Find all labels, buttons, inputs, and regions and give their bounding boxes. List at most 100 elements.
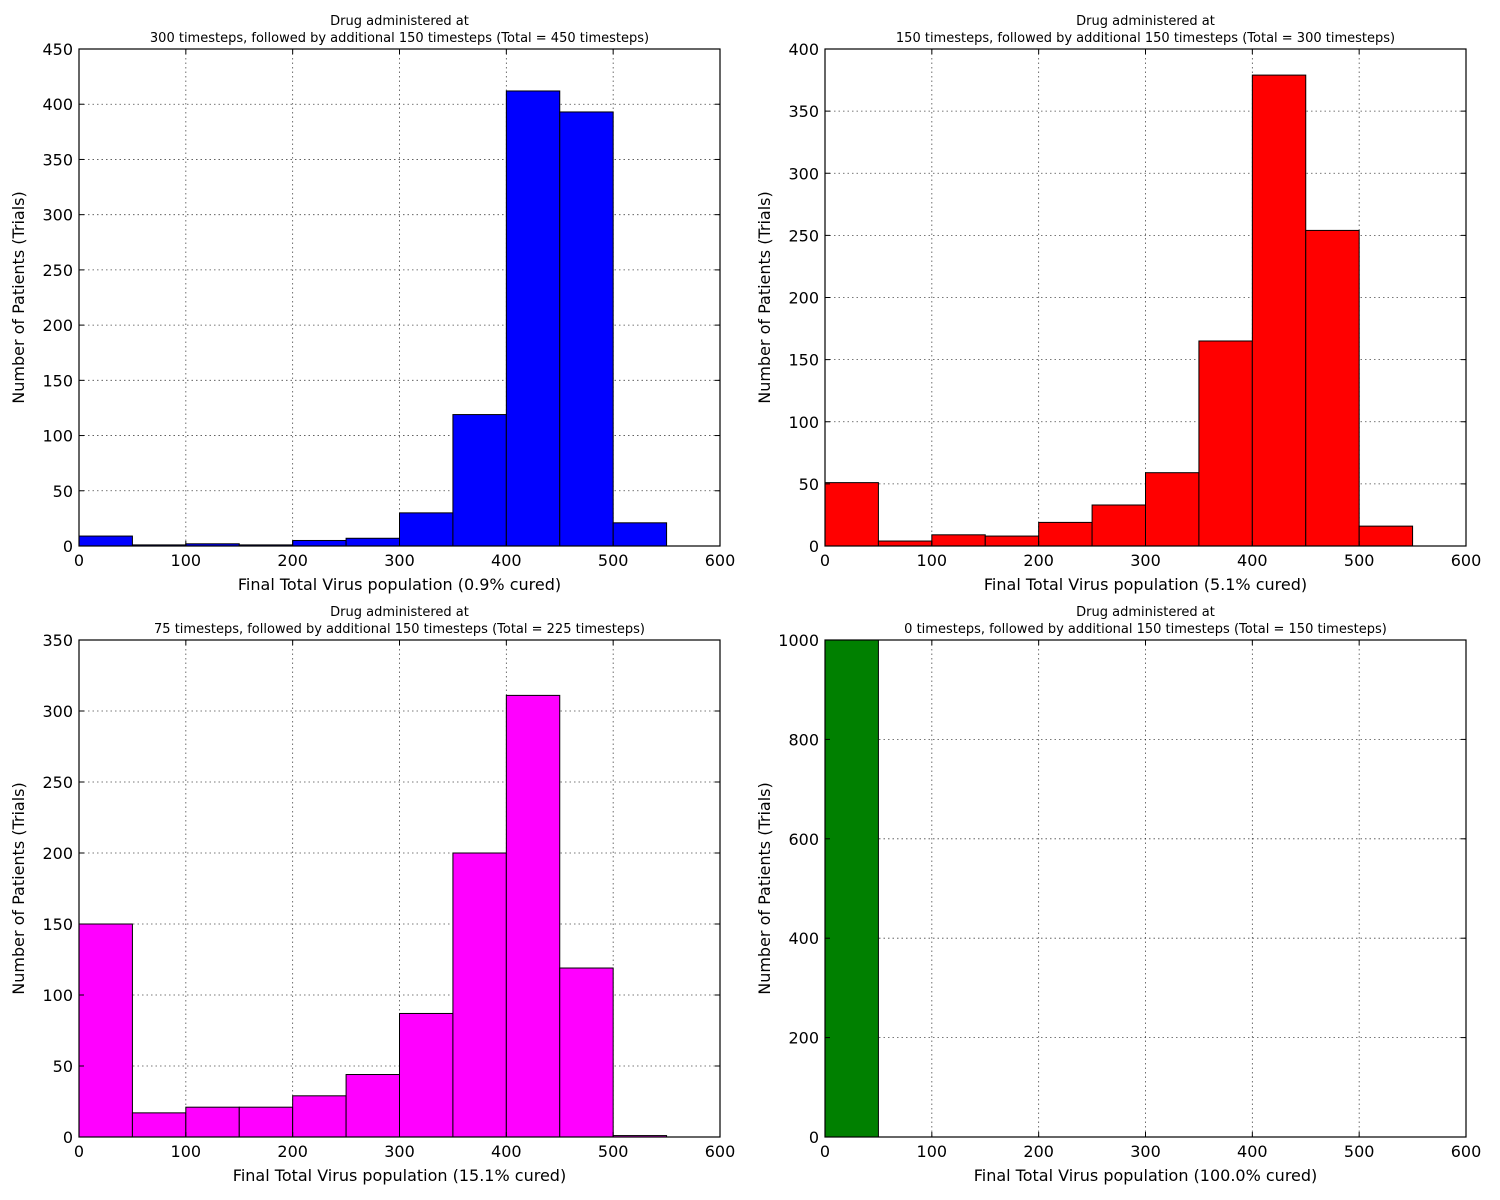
histogram-bar xyxy=(824,482,879,547)
x-tick-label: 0 xyxy=(74,551,84,570)
y-tick-label: 200 xyxy=(42,844,73,863)
x-tick-label: 100 xyxy=(917,551,948,570)
histogram-bar xyxy=(612,522,668,547)
histogram-bar xyxy=(559,111,614,547)
chart-title-line1: Drug administered at xyxy=(330,14,469,29)
x-tick-label: 100 xyxy=(171,1142,202,1161)
x-tick-label: 100 xyxy=(171,551,202,570)
y-tick-label: 0 xyxy=(63,1128,73,1147)
histogram-bar xyxy=(877,540,933,547)
y-tick-label: 0 xyxy=(809,537,819,556)
x-axis-label: Final Total Virus population (100.0% cur… xyxy=(974,1166,1318,1185)
y-tick-label: 1000 xyxy=(778,631,819,650)
x-tick-label: 400 xyxy=(1237,1142,1268,1161)
histogram-bar xyxy=(452,414,507,547)
histogram-bar xyxy=(78,535,133,547)
y-tick-label: 200 xyxy=(788,289,819,308)
histogram-bar xyxy=(931,534,986,547)
x-tick-label: 500 xyxy=(598,1142,629,1161)
histogram-bar xyxy=(399,1012,454,1138)
histogram-bar xyxy=(559,967,614,1138)
x-tick-label: 200 xyxy=(1023,1142,1054,1161)
y-tick-label: 0 xyxy=(809,1128,819,1147)
y-tick-label: 250 xyxy=(42,261,73,280)
x-axis-label: Final Total Virus population (5.1% cured… xyxy=(984,575,1307,594)
y-tick-label: 50 xyxy=(799,475,819,494)
y-tick-label: 100 xyxy=(42,986,73,1005)
histogram-bar xyxy=(1251,74,1307,547)
y-tick-label: 50 xyxy=(53,482,73,501)
histogram-bar xyxy=(984,535,1040,547)
y-tick-label: 350 xyxy=(788,102,819,121)
chart-panel-3: 0 100 200 300 400 500 600 0 50 100 150 200 250 300 350… xyxy=(9,605,735,1185)
x-tick-label: 200 xyxy=(1023,551,1054,570)
y-tick-label: 250 xyxy=(788,226,819,245)
y-tick-label: 300 xyxy=(788,164,819,183)
chart-title-line1: Drug administered at xyxy=(330,605,469,620)
chart-title-line2: 75 timesteps, followed by additional 150… xyxy=(154,622,645,637)
chart-title-line2: 300 timesteps, followed by additional 15… xyxy=(150,31,649,46)
chart-title-line2: 0 timesteps, followed by additional 150 … xyxy=(904,622,1387,637)
histogram-bar xyxy=(345,537,401,547)
y-tick-label: 450 xyxy=(42,40,73,59)
x-tick-label: 200 xyxy=(277,551,308,570)
chart-title-line1: Drug administered at xyxy=(1076,14,1215,29)
histogram-bar xyxy=(399,512,454,547)
y-tick-label: 250 xyxy=(42,773,73,792)
histogram-bar xyxy=(238,1106,294,1138)
y-tick-label: 300 xyxy=(42,702,73,721)
histogram-bar xyxy=(131,1112,187,1138)
histogram-bar xyxy=(1358,525,1414,547)
y-tick-label: 100 xyxy=(788,413,819,432)
y-tick-label: 400 xyxy=(788,40,819,59)
x-tick-label: 200 xyxy=(277,1142,308,1161)
y-tick-label: 300 xyxy=(42,206,73,225)
chart-panel-2: 0 100 200 300 400 500 600 0 50 100 150 200 250 300 350… xyxy=(755,14,1481,594)
histogram-bar xyxy=(1145,472,1200,547)
histogram-bar xyxy=(824,639,879,1138)
histogram-bar xyxy=(505,90,561,547)
x-tick-label: 500 xyxy=(1344,551,1375,570)
x-tick-label: 0 xyxy=(820,551,830,570)
y-tick-label: 400 xyxy=(42,95,73,114)
x-tick-label: 400 xyxy=(1237,551,1268,570)
y-tick-label: 150 xyxy=(788,351,819,370)
x-tick-label: 400 xyxy=(491,1142,522,1161)
y-axis-label: Number of Patients (Trials) xyxy=(9,191,28,404)
chart-title-line2: 150 timesteps, followed by additional 15… xyxy=(896,31,1395,46)
y-tick-label: 200 xyxy=(788,1029,819,1048)
x-tick-label: 300 xyxy=(1130,1142,1161,1161)
x-tick-label: 300 xyxy=(384,551,415,570)
histogram-bar xyxy=(292,539,347,547)
x-tick-label: 0 xyxy=(820,1142,830,1161)
histogram-bar xyxy=(78,923,133,1138)
chart-panel-4: 0 100 200 300 400 500 600 0 200 400 600 800 1000 Drug… xyxy=(755,605,1481,1185)
histogram-bar xyxy=(505,694,561,1138)
y-tick-label: 100 xyxy=(42,427,73,446)
y-tick-label: 350 xyxy=(42,631,73,650)
y-tick-label: 0 xyxy=(63,537,73,556)
histogram-bar xyxy=(1305,229,1360,547)
y-tick-label: 150 xyxy=(42,915,73,934)
x-tick-label: 500 xyxy=(598,551,629,570)
x-tick-label: 100 xyxy=(917,1142,948,1161)
histogram-bar xyxy=(185,1106,240,1138)
y-tick-label: 400 xyxy=(788,929,819,948)
x-tick-label: 500 xyxy=(1344,1142,1375,1161)
histogram-bar xyxy=(452,852,507,1138)
histogram-bar xyxy=(292,1095,347,1138)
x-tick-label: 0 xyxy=(74,1142,84,1161)
y-tick-label: 50 xyxy=(53,1057,73,1076)
histogram-bar xyxy=(1038,521,1093,547)
y-axis-label: Number of Patients (Trials) xyxy=(755,782,774,995)
y-axis-label: Number of Patients (Trials) xyxy=(755,191,774,404)
x-tick-label: 600 xyxy=(705,551,736,570)
y-tick-label: 600 xyxy=(788,830,819,849)
x-tick-label: 600 xyxy=(1451,1142,1482,1161)
x-tick-label: 600 xyxy=(705,1142,736,1161)
x-axis-label: Final Total Virus population (15.1% cure… xyxy=(233,1166,566,1185)
x-axis-label: Final Total Virus population (0.9% cured… xyxy=(238,575,561,594)
y-tick-label: 150 xyxy=(42,371,73,390)
y-tick-label: 200 xyxy=(42,316,73,335)
histogram-bar xyxy=(1091,504,1147,547)
